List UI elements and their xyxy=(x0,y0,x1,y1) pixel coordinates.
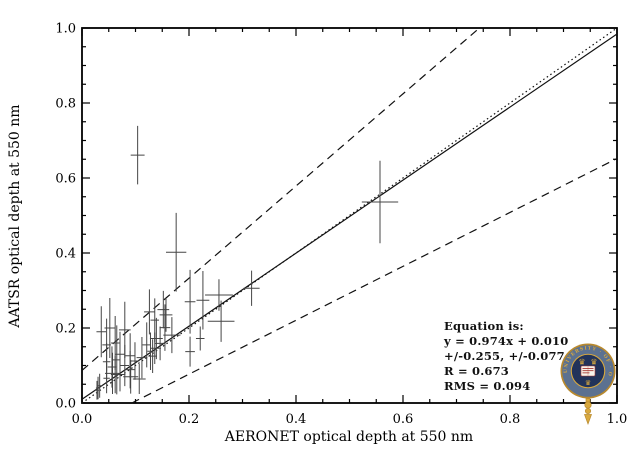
y-axis-title: AATSR optical depth at 550 nm xyxy=(7,104,23,328)
x-tick-label: 0.6 xyxy=(393,412,414,427)
annotation-line: R = 0.673 xyxy=(444,364,510,378)
university-of-oxford-logo: UNIVERSITY · OF · OXFORD ♛ ♛ ♛ xyxy=(556,340,616,426)
crest-roundel: UNIVERSITY · OF · OXFORD ♛ ♛ ♛ xyxy=(556,340,616,399)
annotation-line: Equation is: xyxy=(444,319,524,333)
y-tick-label: 0.0 xyxy=(55,397,76,412)
annotation-line: RMS = 0.094 xyxy=(444,379,531,393)
crest-tassel xyxy=(583,398,593,426)
annotation-line: +/-0.255, +/-0.077 xyxy=(444,349,565,363)
lower-uncertainty-line xyxy=(131,157,618,404)
y-tick-label: 0.4 xyxy=(55,247,76,262)
fit-statistics-annotation: Equation is: y = 0.974x + 0.010 +/-0.255… xyxy=(444,319,568,394)
y-tick-label: 1.0 xyxy=(55,22,76,37)
one-to-one-line xyxy=(81,27,618,404)
x-tick-label: 1.0 xyxy=(607,412,628,427)
y-tick-label: 0.2 xyxy=(55,322,76,337)
x-tick-label: 0.0 xyxy=(72,412,93,427)
x-axis-title: AERONET optical depth at 550 nm xyxy=(224,429,473,445)
upper-uncertainty-line xyxy=(81,27,480,371)
crown-icon: ♛ xyxy=(578,358,585,367)
fit-line xyxy=(81,33,618,400)
crown-icon: ♛ xyxy=(585,379,591,387)
crown-icon: ♛ xyxy=(590,358,597,367)
x-tick-label: 0.8 xyxy=(500,412,521,427)
x-tick-label: 0.2 xyxy=(179,412,200,427)
x-tick-label: 0.4 xyxy=(286,412,307,427)
y-tick-label: 0.6 xyxy=(55,172,76,187)
annotation-line: y = 0.974x + 0.010 xyxy=(444,334,569,348)
y-tick-label: 0.8 xyxy=(55,97,76,112)
open-book-icon xyxy=(580,365,596,377)
